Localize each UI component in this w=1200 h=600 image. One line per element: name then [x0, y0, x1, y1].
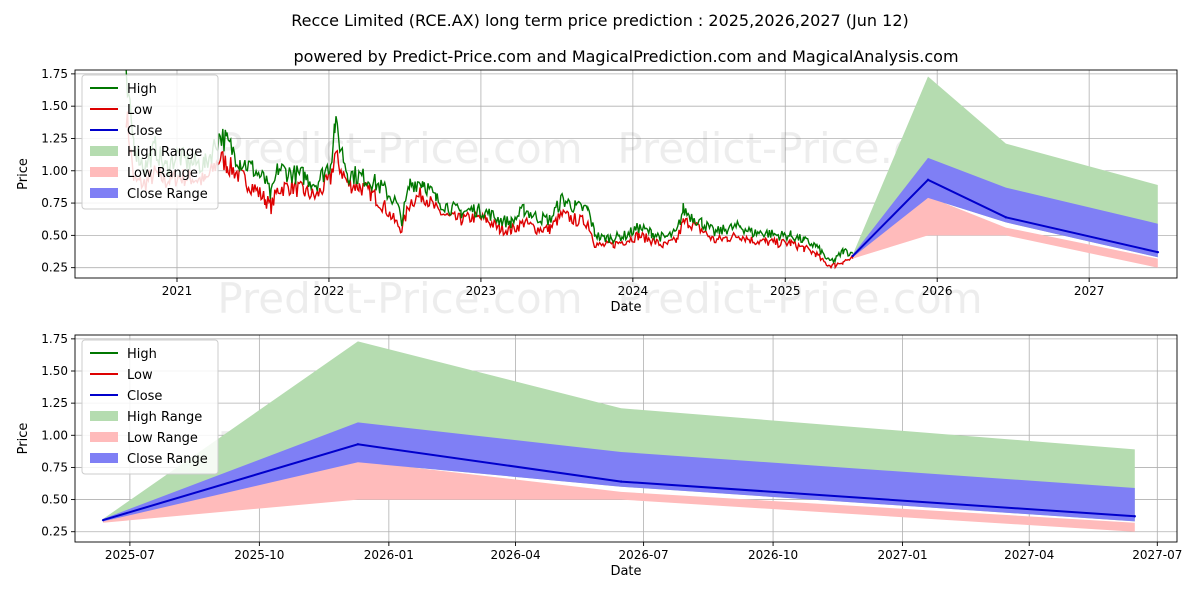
p0-watermark-0: Predict-Price.com [217, 124, 582, 173]
p0-y-tick-label-3: 1.00 [41, 164, 68, 178]
p1-x-tick-label-4: 2026-07 [619, 548, 669, 562]
p1-close-point-1 [356, 443, 360, 446]
p1-x-tick-label-6: 2027-01 [877, 548, 927, 562]
p0-y-tick-label-0: 0.25 [41, 261, 68, 275]
p1-y-tick-label-6: 1.75 [41, 332, 68, 346]
p1-close-point-2 [619, 480, 623, 483]
p1-x-tick-label-5: 2026-10 [748, 548, 798, 562]
chart-subtitle: powered by Predict-Price.com and Magical… [293, 47, 958, 66]
p0-x-tick-label-2: 2023 [466, 284, 497, 298]
p1-x-tick-label-3: 2026-04 [490, 548, 540, 562]
p0-y-axis-label: Price [16, 158, 31, 190]
p0-legend-low-range-swatch [90, 167, 118, 177]
p0-legend-high-label: High [127, 82, 157, 97]
p0-legend-high-range-label: High Range [127, 145, 202, 160]
p0-watermark-2: Predict-Price.com [217, 274, 582, 323]
p0-x-tick-label-3: 2024 [618, 284, 649, 298]
p0-x-axis-label: Date [610, 300, 641, 315]
p0-high-line [125, 70, 854, 265]
p0-legend-close-label: Close [127, 124, 162, 139]
p0-close-line [851, 178, 1159, 257]
p1-x-tick-label-0: 2025-07 [105, 548, 155, 562]
p1-y-tick-label-5: 1.50 [41, 364, 68, 378]
p0-y-tick-label-1: 0.50 [41, 228, 68, 242]
p1-legend-close-range-label: Close Range [127, 452, 208, 467]
p1-x-tick-label-2: 2026-01 [364, 548, 414, 562]
p1-legend-low-label: Low [127, 368, 153, 383]
p1-legend: High Low Close High Range Low Range Close Ran… [81, 339, 219, 475]
p1-legend-low-range-swatch [90, 432, 118, 442]
p0-legend-low-label: Low [127, 103, 153, 118]
p0-x-tick-label-0: 2021 [162, 284, 193, 298]
long-term-panel: Predict-Price.com Predict-Price.com Predic… [16, 67, 1178, 323]
p1-x-tick-label-7: 2027-04 [1004, 548, 1054, 562]
p0-low-line [125, 111, 854, 270]
p0-legend: High Low Close High Range Low Range Close Ran… [81, 74, 219, 210]
p1-plot-area [101, 341, 1136, 532]
p1-y-axis-label: Price [16, 423, 31, 455]
p1-legend-close-range-swatch [90, 453, 118, 463]
p1-legend-high-range-swatch [90, 411, 118, 421]
p1-close-point-0 [101, 518, 105, 522]
p0-y-tick-label-6: 1.75 [41, 67, 68, 81]
p1-legend-high-range-label: High Range [127, 410, 202, 425]
p0-close-point-3 [1156, 250, 1160, 254]
p0-legend-low-range-label: Low Range [127, 166, 198, 181]
p1-x-tick-label-1: 2025-10 [234, 548, 284, 562]
p0-close-range-area [852, 157, 1158, 258]
p1-legend-low-range-label: Low Range [127, 431, 198, 446]
p1-close-range-area [103, 422, 1135, 522]
p1-y-tick-label-3: 1.00 [41, 428, 68, 442]
p0-y-tick-label-5: 1.50 [41, 99, 68, 113]
p1-legend-close-label: Close [127, 389, 162, 404]
p1-close-point-3 [1133, 515, 1136, 518]
p0-close-point-1 [926, 178, 930, 182]
p1-x-axis-label: Date [610, 564, 641, 579]
p0-x-tick-label-1: 2022 [314, 284, 345, 298]
p0-y-tick-label-4: 1.25 [41, 131, 68, 145]
p0-low-range-area [852, 196, 1158, 268]
p1-axes-frame [74, 334, 1178, 543]
p0-watermark-3: Predict-Price.com [617, 274, 982, 323]
p1-x-tick-label-8: 2027-07 [1132, 548, 1182, 562]
p1-close-line [102, 443, 1135, 522]
p0-close-point-2 [1004, 216, 1008, 219]
p0-legend-high-range-swatch [90, 146, 118, 156]
p1-legend-high-label: High [127, 347, 157, 362]
p1-low-range-area [103, 461, 1135, 532]
chart-title: Recce Limited (RCE.AX) long term price p… [291, 11, 908, 30]
p0-close-point-0 [851, 254, 854, 258]
p0-x-tick-label-5: 2026 [922, 284, 953, 298]
p0-x-tick-label-6: 2027 [1074, 284, 1105, 298]
p0-y-tick-label-2: 0.75 [41, 196, 68, 210]
forecast-panel: Predict-Price.comPredict-Price.com0.250.… [16, 332, 1182, 579]
p0-axes-frame [74, 69, 1178, 279]
p1-y-tick-label-1: 0.50 [41, 493, 68, 507]
p1-y-tick-label-4: 1.25 [41, 396, 68, 410]
p1-y-tick-label-0: 0.25 [41, 525, 68, 539]
p1-y-tick-label-2: 0.75 [41, 460, 68, 474]
p0-legend-close-range-label: Close Range [127, 187, 208, 202]
p0-x-tick-label-4: 2025 [770, 284, 801, 298]
p0-legend-close-range-swatch [90, 188, 118, 198]
p0-plot-area [125, 70, 1160, 270]
